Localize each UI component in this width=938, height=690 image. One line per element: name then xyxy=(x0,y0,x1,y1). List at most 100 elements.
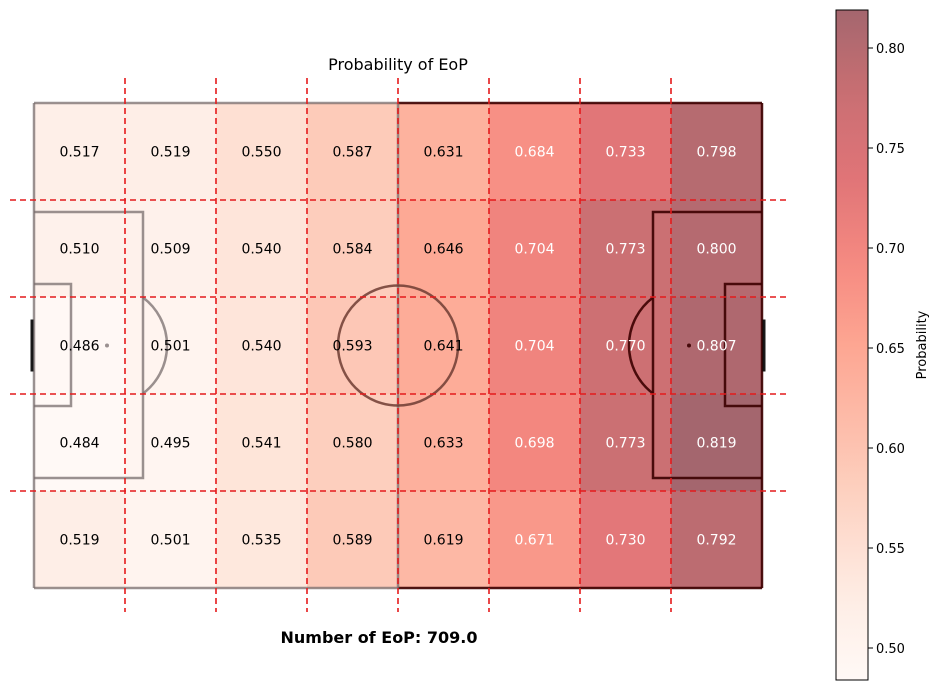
heatmap-cell xyxy=(307,103,399,201)
cell-value-label: 0.540 xyxy=(241,339,281,355)
heatmap-cell xyxy=(307,297,399,395)
penalty-arc-right xyxy=(627,296,654,395)
colorbar-frame xyxy=(835,9,869,681)
cell-value-label: 0.584 xyxy=(332,242,372,258)
penalty-area-right xyxy=(651,210,762,480)
cell-value-label: 0.730 xyxy=(605,533,645,549)
eop-count-label: Number of EoP: 709.0 xyxy=(281,628,478,647)
cell-value-label: 0.733 xyxy=(605,145,645,161)
penalty-arc-left xyxy=(142,296,169,395)
heatmap-cell xyxy=(398,200,490,298)
heatmap-cell xyxy=(216,297,308,395)
cell-labels: 0.517 0.519 0.550 0.587 0.631 0.684 0.733 0.798… xyxy=(59,145,736,549)
cell-value-label: 0.698 xyxy=(514,436,554,452)
heatmap-cell xyxy=(125,394,217,492)
colorbar: 0.50 0.55 0.60 0.65 0.70 0.75 0.80 Probability xyxy=(835,9,930,681)
cell-value-label: 0.704 xyxy=(514,242,554,258)
cell-value-label: 0.501 xyxy=(150,339,190,355)
cell-value-label: 0.535 xyxy=(241,533,281,549)
cell-value-label: 0.807 xyxy=(696,339,736,355)
cell-value-label: 0.646 xyxy=(423,242,463,258)
heatmap-cell xyxy=(125,491,217,589)
heatmap-cell xyxy=(34,200,126,298)
heatmap-cell xyxy=(307,491,399,589)
cell-value-label: 0.704 xyxy=(514,339,554,355)
colorbar-tick-label: 0.75 xyxy=(876,142,905,157)
colorbar-fill xyxy=(836,10,868,680)
goal-area-right xyxy=(723,282,762,408)
cell-value-label: 0.619 xyxy=(423,533,463,549)
cell-value-label: 0.580 xyxy=(332,436,372,452)
cell-value-label: 0.593 xyxy=(332,339,372,355)
heatmap-cell xyxy=(580,297,672,395)
cell-value-label: 0.798 xyxy=(696,145,736,161)
cell-value-label: 0.495 xyxy=(150,436,190,452)
colorbar-tick-label: 0.50 xyxy=(876,642,905,657)
chart-title: Probability of EoP xyxy=(328,55,468,74)
cell-value-label: 0.550 xyxy=(241,145,281,161)
heatmap-cell xyxy=(34,103,126,201)
cell-value-label: 0.819 xyxy=(696,436,736,452)
cell-value-label: 0.517 xyxy=(59,145,99,161)
colorbar-label: Probability xyxy=(915,310,930,379)
heatmap-cell xyxy=(34,297,126,395)
colorbar-ticks: 0.50 0.55 0.60 0.65 0.70 0.75 0.80 xyxy=(868,42,905,657)
heatmap-cell xyxy=(125,297,217,395)
heatmap-cell xyxy=(398,297,490,395)
heatmap-cell xyxy=(671,103,763,201)
cell-value-label: 0.484 xyxy=(59,436,99,452)
heatmap-cell xyxy=(489,297,581,395)
cell-value-label: 0.770 xyxy=(605,339,645,355)
penalty-area-left xyxy=(34,210,145,480)
heatmap-cell xyxy=(307,200,399,298)
colorbar-tick-label: 0.60 xyxy=(876,442,905,457)
colorbar-tick-label: 0.65 xyxy=(876,342,905,357)
cell-value-label: 0.509 xyxy=(150,242,190,258)
heatmap-cell xyxy=(580,103,672,201)
heatmap-cell xyxy=(125,200,217,298)
heatmap-cell xyxy=(671,297,763,395)
cell-value-label: 0.641 xyxy=(423,339,463,355)
heatmap-cell xyxy=(580,200,672,298)
cell-value-label: 0.671 xyxy=(514,533,554,549)
heatmap-cell xyxy=(671,491,763,589)
penalty-spot-left xyxy=(105,343,109,348)
goal-area-left xyxy=(34,282,73,408)
heatmap-cell xyxy=(671,394,763,492)
cell-value-label: 0.633 xyxy=(423,436,463,452)
heatmap-cell xyxy=(489,491,581,589)
heatmap-cell xyxy=(580,394,672,492)
heatmap-cell xyxy=(489,394,581,492)
heatmap-cell xyxy=(216,394,308,492)
colorbar-tick-label: 0.55 xyxy=(876,542,905,557)
colorbar-tick-label: 0.70 xyxy=(876,242,905,257)
heatmap-cell xyxy=(489,200,581,298)
cell-value-label: 0.773 xyxy=(605,436,645,452)
cell-value-label: 0.501 xyxy=(150,533,190,549)
heatmap-cell xyxy=(398,394,490,492)
cell-value-label: 0.519 xyxy=(150,145,190,161)
heatmap-cell xyxy=(34,394,126,492)
heatmap-cell xyxy=(216,200,308,298)
cell-value-label: 0.773 xyxy=(605,242,645,258)
penalty-spot-right xyxy=(687,343,691,348)
cell-value-label: 0.631 xyxy=(423,145,463,161)
cell-value-label: 0.587 xyxy=(332,145,372,161)
heatmap-cell xyxy=(671,200,763,298)
cell-value-label: 0.792 xyxy=(696,533,736,549)
cell-value-label: 0.589 xyxy=(332,533,372,549)
heatmap-cell xyxy=(398,491,490,589)
cell-value-label: 0.684 xyxy=(514,145,554,161)
heatmap-cell xyxy=(580,491,672,589)
zone-grid-lines xyxy=(10,78,786,612)
colorbar-tick-label: 0.80 xyxy=(876,42,905,57)
cell-value-label: 0.540 xyxy=(241,242,281,258)
heatmap-cell xyxy=(34,491,126,589)
cell-value-label: 0.800 xyxy=(696,242,736,258)
cell-value-label: 0.541 xyxy=(241,436,281,452)
cell-value-label: 0.486 xyxy=(59,339,99,355)
heatmap-cell xyxy=(489,103,581,201)
heatmap-cell xyxy=(216,103,308,201)
heatmap-cell xyxy=(125,103,217,201)
